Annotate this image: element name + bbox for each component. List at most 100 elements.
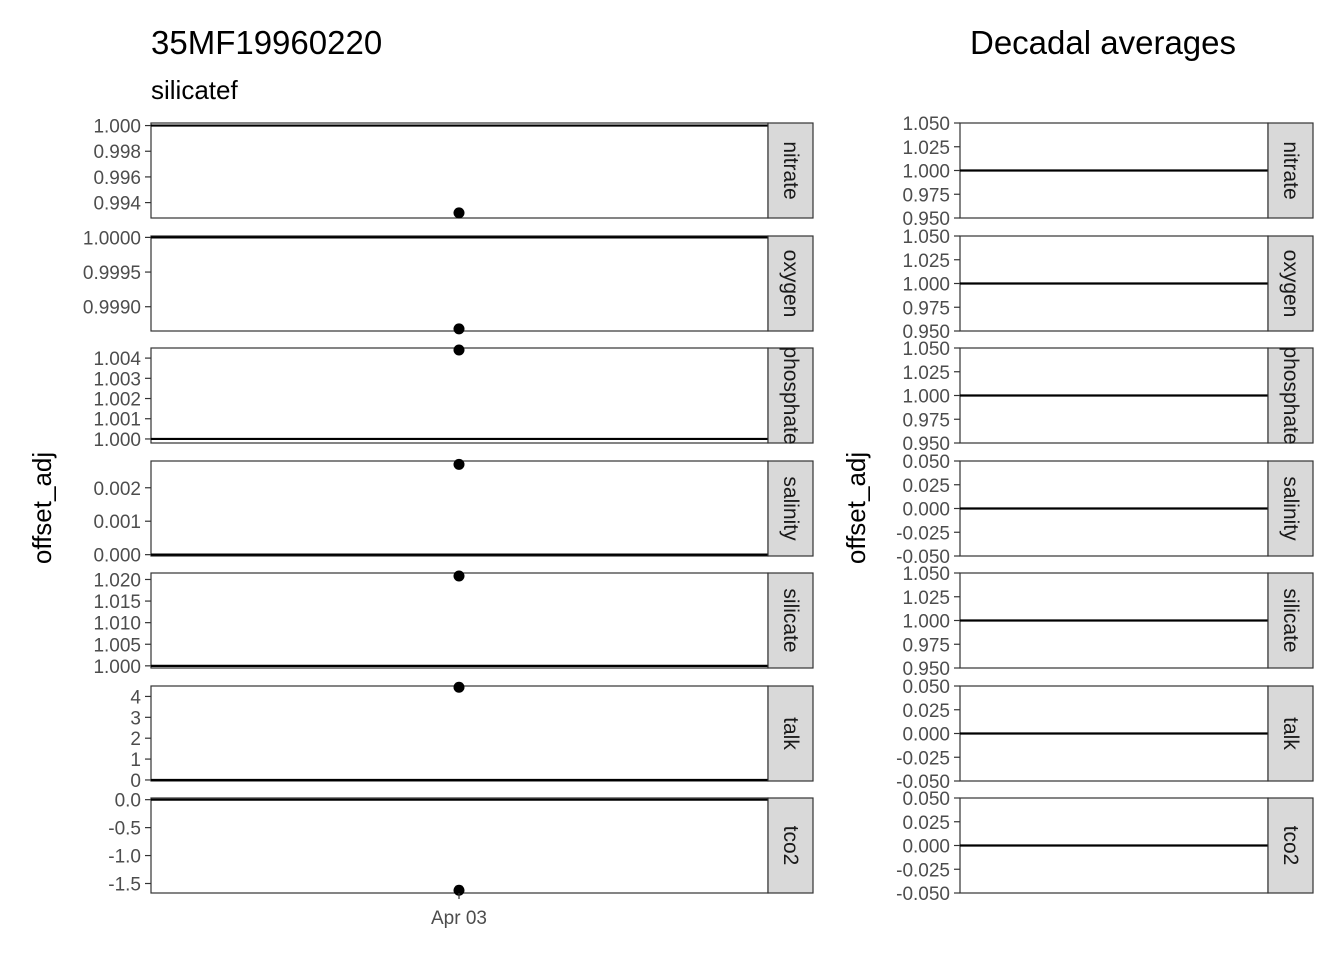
facet-strip: [1267, 797, 1314, 894]
x-tick-label: Apr 03: [431, 908, 487, 929]
y-tick-label: 1.002: [93, 390, 141, 411]
y-tick-label: 0.000: [902, 725, 950, 746]
y-tick-label: 0.001: [93, 512, 141, 533]
facet-strip-label: talk: [1279, 717, 1302, 750]
y-tick-label: 1.000: [93, 430, 141, 451]
left-chart-subtitle: silicatef: [151, 75, 238, 105]
y-tick-label: -0.025: [896, 860, 950, 881]
y-tick-label: 1.000: [902, 162, 950, 183]
y-tick-label: 1.050: [902, 564, 950, 585]
y-tick-label: 2: [130, 729, 141, 750]
facet-strip: [1267, 685, 1314, 782]
y-tick-label: 1.010: [93, 614, 141, 635]
y-tick-label: 0.950: [902, 434, 950, 455]
panel-frame: [150, 685, 769, 782]
facet-strip: [1267, 347, 1314, 444]
y-tick-label: 1.025: [902, 138, 950, 159]
y-tick-label: 0.9995: [83, 263, 141, 284]
y-tick-label: -1.0: [108, 847, 141, 868]
facet-strip: [1267, 235, 1314, 332]
y-tick-label: 0.0: [115, 791, 141, 812]
y-tick-label: 1.020: [93, 570, 141, 591]
y-tick-label: 0.975: [902, 635, 950, 656]
right-facet-panels: 0.9500.9751.0001.0251.050nitrate0.9500.9…: [896, 114, 1314, 905]
y-tick-label: 1.000: [93, 117, 141, 138]
y-tick-label: 0.050: [902, 452, 950, 473]
y-tick-label: 1.004: [93, 349, 141, 370]
right-chart-title: Decadal averages: [970, 24, 1236, 61]
data-point: [453, 884, 465, 896]
y-tick-label: 0.000: [902, 837, 950, 858]
panel-frame: [150, 347, 769, 444]
y-tick-label: 1.001: [93, 410, 141, 431]
left-facet-oxygen: 0.9990 0.9995 1.0000 oxygen: [83, 228, 814, 335]
y-tick-label: -0.050: [896, 772, 950, 793]
facet-strip-label: phosphate: [779, 346, 802, 444]
y-tick-label: 0.975: [902, 185, 950, 206]
facet-strip-label: nitrate: [779, 141, 802, 199]
facet-strip: [767, 685, 814, 782]
left-facet-tco2: -1.5 -1.0 -0.5 0.0 tco2: [108, 791, 814, 896]
data-point: [453, 570, 465, 582]
y-tick-label: 1: [130, 750, 141, 771]
facet-strip-label: silicate: [1279, 588, 1302, 652]
panel-frame: [150, 797, 769, 894]
y-tick-label: 1.050: [902, 339, 950, 360]
facet-strip-label: silicate: [779, 588, 802, 652]
data-point: [453, 681, 465, 693]
data-point: [453, 344, 465, 356]
y-tick-label: -0.025: [896, 748, 950, 769]
y-tick-label: -1.5: [108, 875, 141, 896]
y-tick-label: 0.996: [93, 168, 141, 189]
y-tick-label: 1.005: [93, 635, 141, 656]
y-tick-label: 0.025: [902, 476, 950, 497]
data-point: [453, 458, 465, 470]
y-tick-label: 0.002: [93, 479, 141, 500]
y-tick-label: 0.994: [93, 194, 141, 215]
facet-strip: [767, 235, 814, 332]
facet-strip: [1267, 122, 1314, 219]
facet-strip-label: oxygen: [1279, 250, 1302, 318]
facet-strip: [767, 122, 814, 219]
facet-strip: [1267, 460, 1314, 557]
left-y-axis-label: offset_adj: [27, 452, 57, 564]
y-tick-label: -0.5: [108, 819, 141, 840]
facet-strip: [767, 347, 814, 444]
facet-strip-label: talk: [779, 717, 802, 750]
facet-strip-label: oxygen: [779, 250, 802, 318]
y-tick-label: 0.025: [902, 813, 950, 834]
y-tick-label: 0.950: [902, 659, 950, 680]
panel-frame: [150, 460, 769, 557]
y-tick-label: 3: [130, 708, 141, 729]
y-tick-label: 1.000: [93, 657, 141, 678]
y-tick-label: -0.050: [896, 547, 950, 568]
right-y-axis-label: offset_adj: [841, 452, 871, 564]
facet-strip: [1267, 572, 1314, 669]
left-x-axis: Apr 03: [431, 893, 487, 929]
y-tick-label: 0.998: [93, 142, 141, 163]
left-chart-title: 35MF19960220: [151, 24, 382, 61]
data-point: [453, 207, 465, 219]
panel-frame: [150, 572, 769, 669]
y-tick-label: 1.003: [93, 369, 141, 390]
y-tick-label: 1.025: [902, 363, 950, 384]
panel-frame: [150, 122, 769, 219]
y-tick-label: 0.9990: [83, 298, 141, 319]
y-tick-label: 1.015: [93, 592, 141, 613]
y-tick-label: 0.000: [902, 500, 950, 521]
y-tick-label: 1.000: [902, 612, 950, 633]
y-tick-label: 1.050: [902, 227, 950, 248]
left-facet-salinity: 0.000 0.001 0.002 salinity: [93, 458, 814, 567]
y-tick-label: 4: [130, 687, 141, 708]
y-tick-label: 0.050: [902, 789, 950, 810]
y-tick-label: 0.000: [93, 546, 141, 567]
